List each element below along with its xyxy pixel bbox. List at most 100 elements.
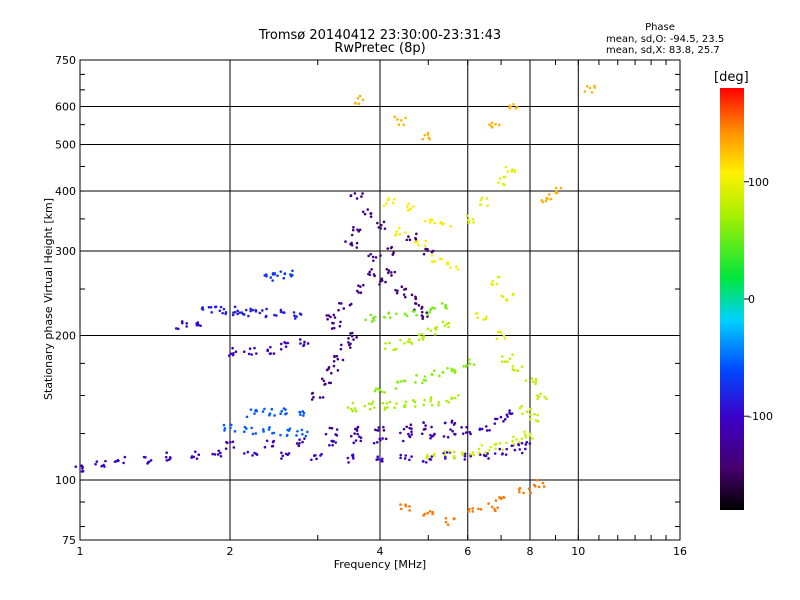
data-point (351, 331, 354, 335)
data-point (368, 270, 372, 274)
data-point (340, 302, 343, 305)
data-point (395, 291, 399, 295)
data-point (216, 453, 220, 456)
data-point (429, 436, 432, 440)
data-point (524, 435, 528, 439)
data-point (347, 337, 350, 340)
data-point (384, 437, 388, 441)
data-point (444, 305, 448, 309)
data-point (409, 207, 413, 211)
data-point (463, 452, 467, 456)
data-point (501, 452, 504, 455)
data-point (410, 455, 413, 458)
data-point (360, 195, 363, 198)
data-point (480, 443, 484, 447)
data-point (488, 428, 491, 432)
data-point (382, 429, 386, 432)
data-point (149, 459, 153, 462)
data-point (301, 432, 304, 436)
data-point (376, 455, 379, 459)
data-point (437, 403, 440, 407)
data-point (353, 432, 356, 435)
data-point (372, 259, 375, 262)
data-point (262, 430, 265, 433)
data-point (461, 432, 465, 435)
data-point (300, 428, 304, 432)
data-point (446, 523, 450, 527)
data-point (223, 427, 227, 430)
data-point (394, 387, 398, 390)
data-point (378, 283, 381, 286)
data-point (505, 298, 508, 301)
data-point (291, 269, 294, 273)
data-point (279, 310, 283, 314)
data-point (328, 443, 331, 447)
data-point (396, 118, 399, 121)
data-point (588, 86, 592, 90)
data-point (430, 455, 434, 458)
data-point (250, 426, 254, 430)
data-point (407, 202, 410, 206)
data-point (270, 407, 274, 411)
data-point (147, 460, 151, 464)
data-point (393, 270, 397, 274)
data-point (429, 307, 433, 311)
data-point (247, 352, 251, 356)
data-point (329, 315, 332, 319)
data-point (541, 481, 545, 485)
data-point (397, 123, 401, 127)
data-point (520, 451, 524, 455)
data-point (472, 453, 476, 457)
data-point (428, 510, 432, 513)
data-point (357, 291, 360, 294)
data-point (301, 440, 304, 444)
data-point (104, 459, 107, 463)
data-point (370, 402, 374, 406)
data-point (254, 310, 258, 313)
data-point (528, 408, 532, 411)
data-point (410, 342, 414, 345)
data-point (384, 342, 387, 345)
data-point (429, 458, 433, 461)
data-point (81, 469, 85, 473)
data-point (379, 438, 382, 442)
data-point (346, 456, 350, 460)
data-point (146, 462, 149, 465)
data-point (391, 253, 395, 256)
data-point (253, 346, 256, 350)
data-point (380, 457, 384, 461)
data-point (350, 233, 354, 237)
data-point (372, 318, 376, 322)
data-point (501, 182, 505, 186)
data-point (520, 404, 524, 408)
data-point (437, 401, 441, 404)
data-point (433, 221, 436, 225)
data-point (430, 403, 434, 407)
data-point (245, 415, 249, 419)
data-point (200, 307, 204, 310)
data-point (333, 354, 336, 358)
data-point (333, 316, 337, 319)
data-point (279, 308, 283, 312)
data-point (379, 254, 382, 257)
data-point (185, 322, 189, 325)
data-point (402, 123, 405, 127)
data-point (359, 285, 362, 288)
data-point (438, 374, 441, 378)
data-point (450, 367, 453, 371)
data-point (332, 313, 336, 317)
data-point (281, 454, 285, 458)
data-point (422, 460, 425, 463)
data-point (229, 352, 233, 356)
data-point (233, 305, 237, 309)
data-point (445, 451, 449, 454)
data-point (504, 165, 508, 169)
data-point (422, 428, 426, 431)
data-point (447, 325, 450, 329)
data-point (531, 380, 535, 383)
data-point (295, 434, 298, 437)
data-point (392, 201, 395, 205)
x-tick-label: 8 (527, 545, 534, 558)
data-point (376, 429, 379, 432)
data-point (395, 312, 398, 316)
